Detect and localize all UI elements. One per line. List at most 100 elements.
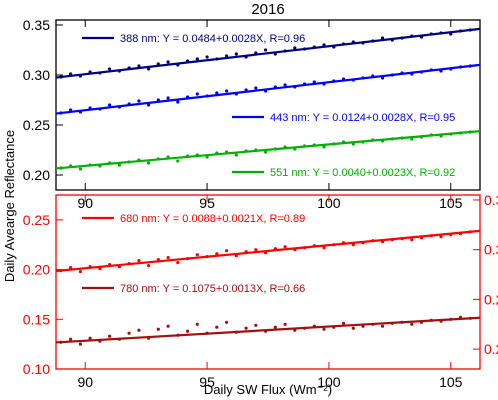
data-point bbox=[215, 252, 219, 256]
y-tick-label: 0.30 bbox=[23, 67, 50, 83]
data-point bbox=[225, 89, 229, 93]
data-point bbox=[195, 57, 199, 61]
x-tick-label: 95 bbox=[199, 195, 215, 211]
x-tick-label: 90 bbox=[77, 374, 93, 390]
data-point bbox=[137, 259, 141, 263]
y-right-tick-label: 0.25 bbox=[484, 291, 498, 307]
data-point bbox=[176, 261, 180, 265]
data-point bbox=[147, 67, 151, 71]
data-point bbox=[147, 103, 151, 107]
data-point bbox=[273, 325, 277, 329]
data-point bbox=[380, 324, 385, 328]
fit-line bbox=[55, 63, 481, 115]
data-point bbox=[293, 46, 297, 50]
data-point bbox=[108, 334, 112, 338]
data-point bbox=[205, 55, 209, 59]
y-tick-label: 0.25 bbox=[23, 117, 50, 133]
data-point bbox=[264, 150, 268, 154]
data-point bbox=[195, 322, 199, 326]
data-point bbox=[283, 322, 287, 326]
data-point bbox=[147, 264, 151, 268]
y-tick-label: 0.20 bbox=[23, 167, 50, 183]
y-right-tick-label: 0.30 bbox=[484, 242, 498, 258]
data-point bbox=[78, 342, 82, 346]
x-tick-label: 100 bbox=[317, 374, 341, 390]
x-axis-label: Daily SW Flux (Wm⁻²) bbox=[204, 382, 332, 397]
data-point bbox=[215, 325, 219, 329]
data-point bbox=[137, 64, 141, 68]
data-point bbox=[166, 60, 170, 64]
legend-label: 443 nm: Y = 0.0124+0.0028X, R=0.95 bbox=[270, 112, 455, 124]
x-tick-label: 105 bbox=[439, 195, 463, 211]
data-point bbox=[78, 270, 82, 274]
data-point bbox=[195, 253, 199, 257]
data-point bbox=[147, 161, 151, 165]
data-point bbox=[137, 328, 141, 332]
data-point bbox=[195, 92, 199, 96]
data-point bbox=[351, 326, 355, 330]
legend-label: 388 nm: Y = 0.0484+0.0028X, R=0.96 bbox=[120, 33, 305, 45]
chart-title: 2016 bbox=[251, 1, 284, 18]
y-tick-label: 0.10 bbox=[23, 361, 50, 377]
data-point bbox=[439, 235, 443, 239]
top-panel: 90 95 100 105 0.20 0.25 0.30 0.35 388 nm: Y = 0.… bbox=[23, 17, 481, 211]
data-point bbox=[283, 83, 287, 87]
data-point bbox=[341, 321, 346, 325]
y-tick-label: 0.25 bbox=[23, 212, 50, 228]
data-point bbox=[127, 331, 131, 335]
plot-frame bbox=[55, 19, 481, 191]
data-point bbox=[215, 91, 219, 95]
data-point bbox=[166, 324, 170, 328]
data-point bbox=[322, 145, 326, 149]
data-point bbox=[254, 86, 258, 90]
data-point bbox=[186, 329, 190, 333]
data-point bbox=[78, 167, 82, 171]
data-point bbox=[88, 336, 92, 340]
fit-line bbox=[55, 229, 481, 273]
y-right-tick-label: 0.20 bbox=[484, 341, 498, 357]
data-point bbox=[254, 323, 258, 327]
plot-frame bbox=[55, 194, 481, 370]
y-axis-label: Daily Avearge Reflectance bbox=[2, 130, 17, 282]
bottom-panel: 90 95 100 105 0.10 0.15 0.20 0.25 680 nm: Y = 0.… bbox=[23, 192, 498, 390]
data-point bbox=[254, 248, 258, 252]
data-point bbox=[166, 256, 170, 260]
x-tick-label: 105 bbox=[439, 374, 463, 390]
data-point bbox=[108, 103, 112, 107]
y-tick-label: 0.20 bbox=[23, 262, 50, 278]
legend-label: 551 nm: Y = 0.0040+0.0023X, R=0.92 bbox=[270, 167, 455, 179]
data-point bbox=[283, 245, 287, 249]
data-point bbox=[69, 337, 73, 341]
data-point bbox=[234, 52, 238, 56]
data-point bbox=[69, 266, 73, 270]
data-point bbox=[410, 322, 414, 326]
legend-label: 680 nm: Y = 0.0088+0.0021X, R=0.89 bbox=[120, 213, 305, 225]
fit-line bbox=[55, 27, 481, 79]
data-point bbox=[225, 249, 229, 253]
data-point bbox=[117, 163, 121, 167]
x-tick-label: 95 bbox=[199, 374, 215, 390]
x-tick-label: 100 bbox=[317, 195, 341, 211]
y-tick-label: 0.35 bbox=[23, 17, 50, 33]
fit-line bbox=[55, 316, 481, 344]
data-point bbox=[380, 36, 385, 40]
data-point bbox=[156, 327, 160, 331]
data-point bbox=[176, 100, 180, 104]
legend-label: 780 nm: Y = 0.1075+0.0013X, R=0.66 bbox=[120, 283, 305, 295]
data-point bbox=[322, 246, 326, 250]
data-point bbox=[225, 320, 229, 324]
data-point bbox=[410, 238, 414, 242]
data-point bbox=[234, 153, 238, 157]
data-point bbox=[137, 99, 141, 103]
data-point bbox=[322, 327, 326, 331]
data-point bbox=[244, 326, 248, 330]
x-tick-label: 90 bbox=[77, 195, 93, 211]
fit-line bbox=[55, 130, 481, 170]
data-point bbox=[108, 67, 112, 71]
y-tick-label: 0.15 bbox=[23, 311, 50, 327]
data-point bbox=[176, 159, 180, 163]
y-right-tick-label: 0.35 bbox=[484, 192, 498, 208]
data-point bbox=[166, 96, 170, 100]
data-point bbox=[264, 48, 268, 52]
